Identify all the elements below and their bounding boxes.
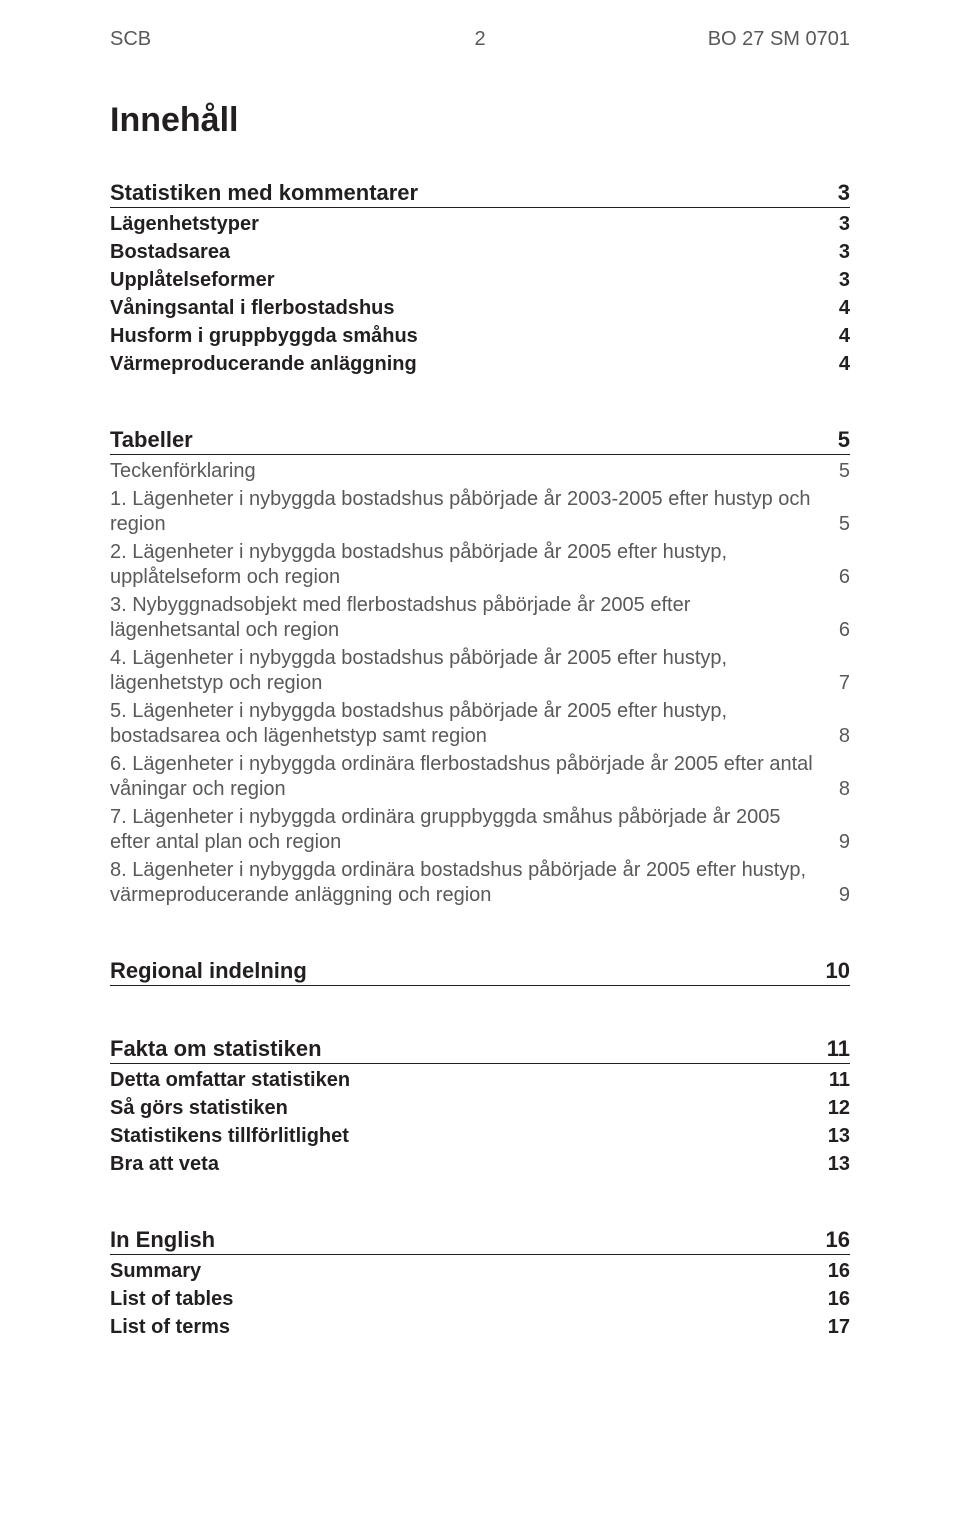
toc-section-label: Fakta om statistiken [110, 1036, 827, 1062]
toc-row: 7. Lägenheter i nybyggda ordinära gruppb… [110, 805, 850, 855]
toc-row-page: 13 [820, 1124, 850, 1149]
toc-row-page: 17 [820, 1315, 850, 1340]
toc-row: Upplåtelseformer3 [110, 268, 850, 293]
toc-section: Regional indelning10 [110, 958, 850, 986]
toc-row-page: 9 [831, 830, 850, 855]
toc-row-label: Lägenhetstyper [110, 212, 831, 237]
toc-row-label: Statistikens tillförlitlighet [110, 1124, 820, 1149]
toc-section: Fakta om statistiken11Detta omfattar sta… [110, 1036, 850, 1177]
header-page-number: 2 [474, 28, 485, 51]
toc-row: 6. Lägenheter i nybyggda ordinära flerbo… [110, 752, 850, 802]
toc-section-head: In English16 [110, 1227, 850, 1255]
toc-row: Detta omfattar statistiken11 [110, 1068, 850, 1093]
toc-row-label: Detta omfattar statistiken [110, 1068, 821, 1093]
toc-row-page: 4 [831, 352, 850, 377]
toc-row-label: 7. Lägenheter i nybyggda ordinära gruppb… [110, 805, 831, 855]
toc-row: 1. Lägenheter i nybyggda bostadshus påbö… [110, 487, 850, 537]
header-right: BO 27 SM 0701 [708, 28, 850, 51]
toc-row: Statistikens tillförlitlighet13 [110, 1124, 850, 1149]
toc-row-label: 8. Lägenheter i nybyggda ordinära bostad… [110, 858, 831, 908]
toc-section-head: Tabeller5 [110, 427, 850, 455]
toc-row-label: Våningsantal i flerbostadshus [110, 296, 831, 321]
toc-row: Värmeproducerande anläggning4 [110, 352, 850, 377]
toc-row: 4. Lägenheter i nybyggda bostadshus påbö… [110, 646, 850, 696]
toc-row-label: List of terms [110, 1315, 820, 1340]
toc-row-page: 5 [831, 459, 850, 484]
toc-row-label: Värmeproducerande anläggning [110, 352, 831, 377]
toc-row: Bostadsarea3 [110, 240, 850, 265]
toc-row-label: Bra att veta [110, 1152, 820, 1177]
toc-row-label: 1. Lägenheter i nybyggda bostadshus påbö… [110, 487, 831, 537]
toc-row-page: 7 [831, 671, 850, 696]
toc-row: Husform i gruppbyggda småhus4 [110, 324, 850, 349]
toc-row-label: 5. Lägenheter i nybyggda bostadshus påbö… [110, 699, 831, 749]
toc-row: 5. Lägenheter i nybyggda bostadshus påbö… [110, 699, 850, 749]
toc-section-page: 16 [826, 1227, 850, 1253]
header-left: SCB [110, 28, 151, 51]
toc-row-label: Husform i gruppbyggda småhus [110, 324, 831, 349]
toc-section-page: 5 [838, 427, 850, 453]
toc-row-page: 13 [820, 1152, 850, 1177]
toc-row-label: Teckenförklaring [110, 459, 831, 484]
toc-row: List of tables16 [110, 1287, 850, 1312]
toc-row-label: Upplåtelseformer [110, 268, 831, 293]
toc-row: 8. Lägenheter i nybyggda ordinära bostad… [110, 858, 850, 908]
toc-row: Teckenförklaring5 [110, 459, 850, 484]
toc-row-page: 16 [820, 1287, 850, 1312]
toc-row-page: 6 [831, 565, 850, 590]
toc-row-page: 8 [831, 724, 850, 749]
toc-row: 2. Lägenheter i nybyggda bostadshus påbö… [110, 540, 850, 590]
toc-row-page: 16 [820, 1259, 850, 1284]
table-of-contents: Statistiken med kommentarer3Lägenhetstyp… [110, 180, 850, 1390]
toc-row-label: List of tables [110, 1287, 820, 1312]
page: SCB 2 BO 27 SM 0701 Innehåll Statistiken… [0, 0, 960, 1523]
section-gap [110, 1362, 850, 1390]
toc-row: Summary16 [110, 1259, 850, 1284]
running-header: SCB 2 BO 27 SM 0701 [110, 28, 850, 51]
toc-row-label: 4. Lägenheter i nybyggda bostadshus påbö… [110, 646, 831, 696]
toc-row-label: Så görs statistiken [110, 1096, 820, 1121]
toc-row-page: 3 [831, 240, 850, 265]
toc-row-page: 4 [831, 296, 850, 321]
toc-row-page: 6 [831, 618, 850, 643]
section-gap [110, 399, 850, 427]
toc-section-label: Statistiken med kommentarer [110, 180, 838, 206]
toc-row-label: 3. Nybyggnadsobjekt med flerbostadshus p… [110, 593, 831, 643]
toc-row-page: 9 [831, 883, 850, 908]
toc-row-page: 3 [831, 268, 850, 293]
toc-row: Bra att veta13 [110, 1152, 850, 1177]
page-title: Innehåll [110, 101, 850, 140]
toc-row: Så görs statistiken12 [110, 1096, 850, 1121]
toc-section: In English16Summary16List of tables16Lis… [110, 1227, 850, 1340]
toc-section-label: Regional indelning [110, 958, 826, 984]
toc-row-page: 12 [820, 1096, 850, 1121]
toc-section-label: In English [110, 1227, 826, 1253]
section-gap [110, 1008, 850, 1036]
toc-section-head: Fakta om statistiken11 [110, 1036, 850, 1064]
toc-row: 3. Nybyggnadsobjekt med flerbostadshus p… [110, 593, 850, 643]
toc-section-label: Tabeller [110, 427, 838, 453]
toc-row-label: 2. Lägenheter i nybyggda bostadshus påbö… [110, 540, 831, 590]
toc-section-head: Statistiken med kommentarer3 [110, 180, 850, 208]
toc-row: List of terms17 [110, 1315, 850, 1340]
toc-row-page: 11 [821, 1068, 850, 1093]
toc-section: Statistiken med kommentarer3Lägenhetstyp… [110, 180, 850, 377]
toc-row-label: 6. Lägenheter i nybyggda ordinära flerbo… [110, 752, 831, 802]
toc-section-page: 11 [827, 1036, 850, 1062]
toc-row-label: Bostadsarea [110, 240, 831, 265]
section-gap [110, 930, 850, 958]
toc-row-page: 4 [831, 324, 850, 349]
toc-row: Våningsantal i flerbostadshus4 [110, 296, 850, 321]
toc-section: Tabeller5Teckenförklaring51. Lägenheter … [110, 427, 850, 908]
toc-row-page: 5 [831, 512, 850, 537]
toc-section-page: 3 [838, 180, 850, 206]
section-gap [110, 1199, 850, 1227]
toc-section-page: 10 [826, 958, 850, 984]
toc-section-head: Regional indelning10 [110, 958, 850, 986]
toc-row-label: Summary [110, 1259, 820, 1284]
toc-row-page: 8 [831, 777, 850, 802]
toc-row-page: 3 [831, 212, 850, 237]
toc-row: Lägenhetstyper3 [110, 212, 850, 237]
